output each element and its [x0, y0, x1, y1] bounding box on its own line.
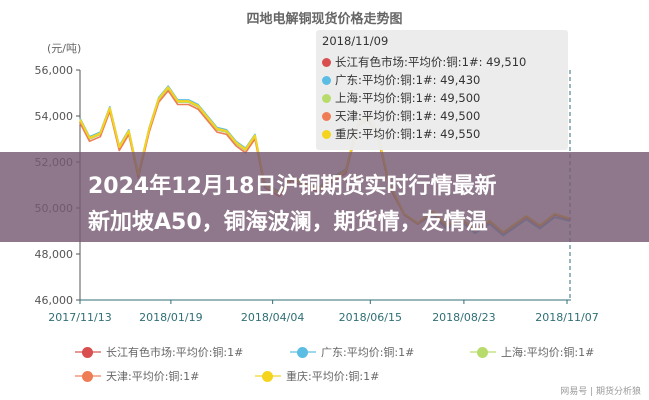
chart-title: 四地电解铜现货价格走势图 — [246, 12, 403, 27]
legend-marker-icon — [290, 347, 316, 358]
series-dot-icon — [322, 58, 331, 67]
legend-label: 广东:平均价:铜:1# — [321, 346, 415, 359]
legend-marker-icon — [75, 371, 101, 382]
chart-tooltip: 2018/11/09 长江有色市场:平均价:铜:1#: 49,510 广东:平均价… — [316, 30, 568, 150]
y-tick-label: 56,000 — [35, 64, 74, 77]
series-dot-icon — [322, 94, 331, 103]
headline-line-2: 新加坡A50，铜海波澜，期货情，友情温 — [88, 210, 488, 235]
tooltip-row: 重庆:平均价:铜:1#: 49,550 — [322, 126, 480, 142]
x-tick-label: 2018/01/19 — [139, 311, 202, 324]
watermark: 网易号 | 期货分析狼 — [560, 387, 641, 397]
legend-item[interactable]: 上海:平均价:铜:1# — [470, 344, 594, 360]
legend-item[interactable]: 天津:平均价:铜:1# — [75, 368, 199, 384]
legend-label: 上海:平均价:铜:1# — [501, 346, 595, 359]
legend-marker-icon — [75, 347, 101, 358]
tooltip-value: 广东:平均价:铜:1#: 49,430 — [335, 73, 481, 87]
legend-item[interactable]: 长江有色市场:平均价:铜:1# — [75, 344, 243, 360]
legend-label: 长江有色市场:平均价:铜:1# — [106, 346, 244, 359]
headline-line-1: 2024年12月18日沪铜期货实时行情最新 — [88, 174, 497, 199]
series-dot-icon — [322, 76, 331, 85]
series-dot-icon — [322, 112, 331, 121]
tooltip-date: 2018/11/09 — [322, 34, 389, 48]
x-tick-label: 2017/11/13 — [48, 311, 111, 324]
y-axis-unit: (元/吨) — [47, 42, 82, 55]
tooltip-value: 重庆:平均价:铜:1#: 49,550 — [335, 127, 481, 141]
tooltip-row: 长江有色市场:平均价:铜:1#: 49,510 — [322, 54, 526, 70]
x-tick-label: 2018/04/04 — [241, 311, 304, 324]
tooltip-row: 广东:平均价:铜:1#: 49,430 — [322, 72, 480, 88]
x-tick-label: 2018/11/07 — [535, 311, 598, 324]
legend-item[interactable]: 广东:平均价:铜:1# — [290, 344, 414, 360]
tooltip-value: 上海:平均价:铜:1#: 49,500 — [335, 91, 481, 105]
legend-marker-icon — [255, 371, 281, 382]
tooltip-row: 上海:平均价:铜:1#: 49,500 — [322, 90, 480, 106]
tooltip-value: 长江有色市场:平均价:铜:1#: 49,510 — [335, 55, 527, 69]
headline-banner: 2024年12月18日沪铜期货实时行情最新 新加坡A50，铜海波澜，期货情，友情… — [0, 152, 649, 242]
x-tick-label: 2018/06/15 — [339, 311, 402, 324]
legend-label: 天津:平均价:铜:1# — [106, 370, 200, 383]
legend-label: 重庆:平均价:铜:1# — [286, 370, 380, 383]
tooltip-value: 天津:平均价:铜:1#: 49,500 — [335, 109, 481, 123]
y-tick-label: 54,000 — [35, 110, 74, 123]
series-dot-icon — [322, 130, 331, 139]
y-tick-label: 46,000 — [35, 294, 74, 307]
legend-item[interactable]: 重庆:平均价:铜:1# — [255, 368, 379, 384]
x-tick-label: 2018/08/23 — [432, 311, 495, 324]
y-tick-label: 48,000 — [35, 248, 74, 261]
legend-marker-icon — [470, 347, 496, 358]
tooltip-row: 天津:平均价:铜:1#: 49,500 — [322, 108, 480, 124]
